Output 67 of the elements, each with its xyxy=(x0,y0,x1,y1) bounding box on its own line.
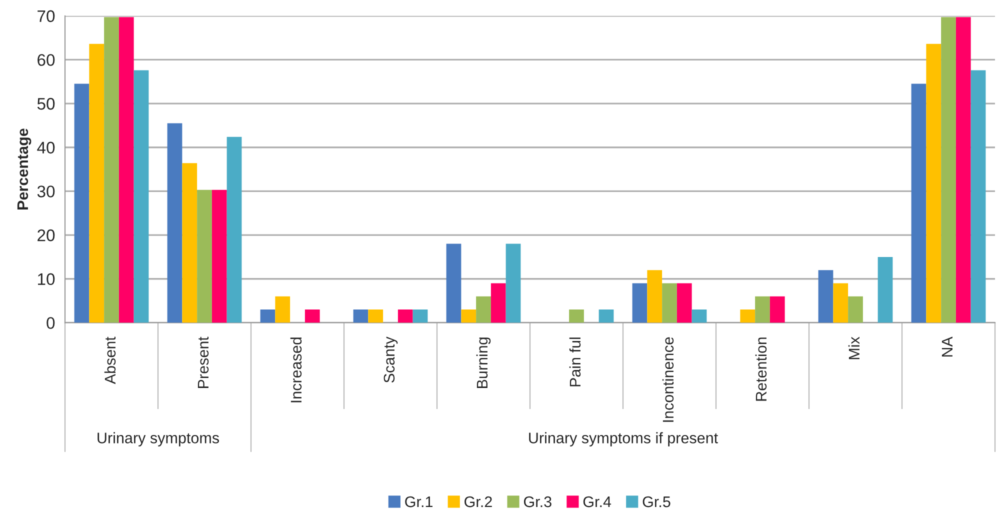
bar xyxy=(197,190,212,323)
bar xyxy=(304,310,320,323)
bar xyxy=(598,310,614,323)
bar xyxy=(506,244,521,323)
y-tick-label: 50 xyxy=(37,98,55,110)
bar xyxy=(740,310,756,323)
y-tick-label: 60 xyxy=(38,54,55,66)
bar xyxy=(134,70,149,323)
x-tick-label: Mix xyxy=(848,336,860,360)
bar xyxy=(118,17,134,323)
bar xyxy=(104,17,119,323)
bar xyxy=(662,283,677,323)
bar xyxy=(412,310,428,323)
legend-label: Gr.5 xyxy=(642,496,670,508)
bar xyxy=(353,310,368,323)
bar xyxy=(260,310,276,323)
bar xyxy=(956,17,971,323)
bar xyxy=(490,283,506,323)
bar xyxy=(647,270,662,323)
bar xyxy=(833,283,848,323)
bar xyxy=(74,84,90,323)
bar xyxy=(167,123,182,323)
y-tick-label: 40 xyxy=(37,142,55,154)
legend-label: Gr.4 xyxy=(583,496,612,508)
bar xyxy=(848,296,863,323)
bar xyxy=(818,270,834,323)
bar xyxy=(89,44,104,323)
bar xyxy=(632,283,648,323)
bar xyxy=(275,296,290,323)
bar xyxy=(926,44,942,323)
x-tick-label: Burning xyxy=(476,338,491,388)
x-tick-label: Scanty xyxy=(384,336,398,383)
legend-label: Gr.2 xyxy=(464,496,492,508)
x-tick-label: Increased xyxy=(290,338,302,402)
bar xyxy=(569,310,584,323)
x-tick-label: Absent xyxy=(104,336,116,384)
bar xyxy=(970,70,986,323)
x-tick-label: NA xyxy=(942,336,952,357)
bar xyxy=(692,310,707,323)
y-tick-label: 20 xyxy=(38,229,55,242)
bar xyxy=(212,190,227,323)
bar xyxy=(676,283,692,323)
bar xyxy=(368,310,384,323)
bar xyxy=(476,296,491,323)
text: Urinary symptoms if present xyxy=(529,432,718,446)
x-tick-label: Incontinence xyxy=(662,337,674,422)
bar xyxy=(911,84,926,323)
bar xyxy=(446,244,462,323)
legend-label: Gr.1 xyxy=(405,496,432,508)
bar xyxy=(770,296,785,323)
y-tick-label: 0 xyxy=(46,317,55,329)
bar xyxy=(182,163,198,323)
y-tick-label: 10 xyxy=(38,273,55,286)
x-tick-label: Pain ful xyxy=(569,338,581,386)
y-tick-label: 70 xyxy=(38,10,55,22)
bar xyxy=(398,310,413,323)
text: Urinary symptoms xyxy=(98,432,219,446)
legend-label: Gr.3 xyxy=(524,496,552,508)
bar xyxy=(941,17,956,323)
bar xyxy=(461,310,476,323)
x-tick-label: Present xyxy=(198,336,209,388)
bar xyxy=(226,136,242,323)
bar xyxy=(878,256,893,323)
y-axis-title: Percentage xyxy=(17,128,32,210)
x-tick-label: Retention xyxy=(755,338,767,401)
y-tick-label: 30 xyxy=(37,186,55,198)
bar xyxy=(755,296,770,323)
